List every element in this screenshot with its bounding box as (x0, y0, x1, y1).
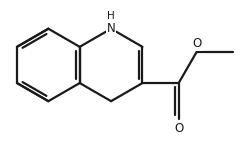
Text: H: H (107, 11, 115, 21)
Text: O: O (192, 37, 202, 50)
Text: N: N (107, 22, 116, 35)
Text: O: O (174, 122, 183, 135)
